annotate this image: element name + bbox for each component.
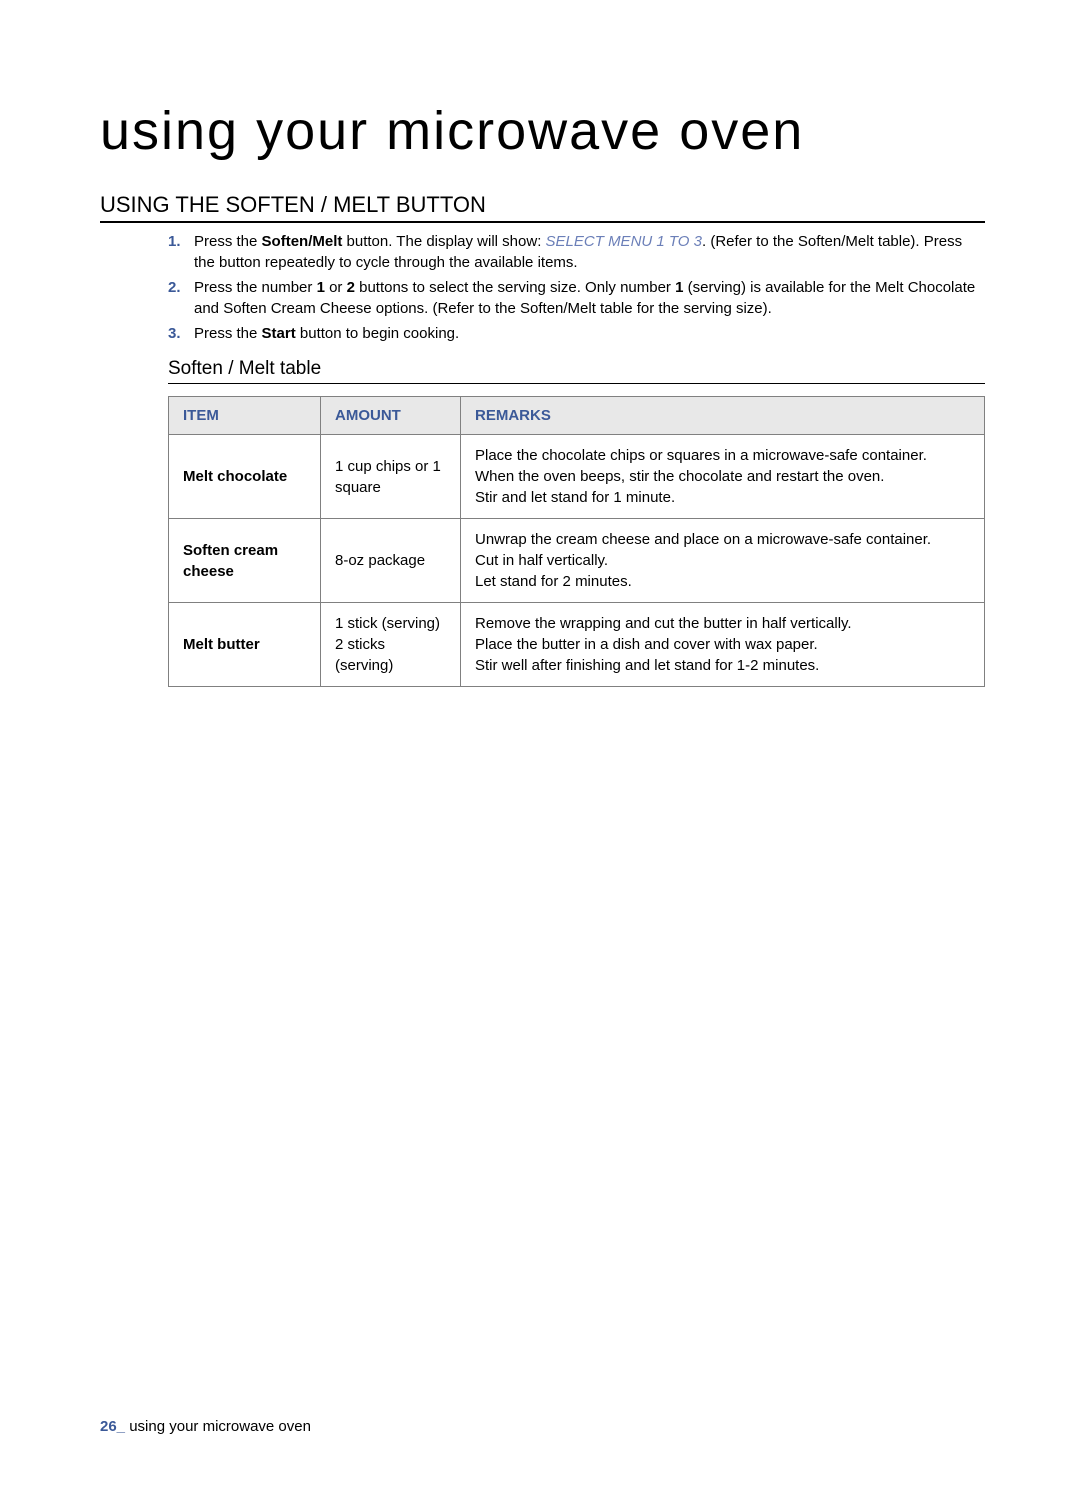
sub-heading: Soften / Melt table [168, 358, 985, 384]
table-row: Melt chocolate 1 cup chips or 1 square P… [169, 435, 985, 519]
table-cell-amount: 1 stick (serving)2 sticks (serving) [321, 603, 461, 687]
instruction-item: 3. Press the Start button to begin cooki… [168, 323, 985, 344]
soften-melt-table: ITEM AMOUNT REMARKS Melt chocolate 1 cup… [168, 396, 985, 687]
table-cell-remarks: Unwrap the cream cheese and place on a m… [461, 519, 985, 603]
text-segment: Press the [194, 233, 262, 250]
instruction-number: 2. [168, 277, 186, 319]
table-cell-amount: 1 cup chips or 1 square [321, 435, 461, 519]
table-header-amount: AMOUNT [321, 397, 461, 435]
text-bold: Start [262, 325, 296, 342]
table-header-item: ITEM [169, 397, 321, 435]
page-footer: 26_ using your microwave oven [100, 1418, 311, 1435]
text-segment: Press the [194, 325, 262, 342]
table-cell-item: Soften cream cheese [169, 519, 321, 603]
page-number: 26_ [100, 1418, 125, 1435]
section-heading: USING THE SOFTEN / MELT BUTTON [100, 192, 985, 223]
table-cell-amount: 8-oz package [321, 519, 461, 603]
footer-text: using your microwave oven [125, 1418, 311, 1435]
page-title: using your microwave oven [100, 100, 985, 162]
instructions-list: 1. Press the Soften/Melt button. The dis… [168, 231, 985, 344]
text-segment: button to begin cooking. [296, 325, 459, 342]
text-segment: buttons to select the serving size. Only… [355, 279, 675, 296]
table-cell-remarks: Remove the wrapping and cut the butter i… [461, 603, 985, 687]
text-segment: Press the number [194, 279, 317, 296]
instruction-text: Press the Start button to begin cooking. [194, 323, 985, 344]
text-segment: or [325, 279, 347, 296]
text-segment: button. The display will show: [342, 233, 545, 250]
table-header-remarks: REMARKS [461, 397, 985, 435]
instruction-item: 1. Press the Soften/Melt button. The dis… [168, 231, 985, 273]
table-cell-item: Melt chocolate [169, 435, 321, 519]
text-bold: 2 [347, 279, 355, 296]
table-row: Soften cream cheese 8-oz package Unwrap … [169, 519, 985, 603]
instruction-item: 2. Press the number 1 or 2 buttons to se… [168, 277, 985, 319]
text-bold: Soften/Melt [262, 233, 343, 250]
table-cell-item: Melt butter [169, 603, 321, 687]
table-cell-remarks: Place the chocolate chips or squares in … [461, 435, 985, 519]
table-row: Melt butter 1 stick (serving)2 sticks (s… [169, 603, 985, 687]
table-header-row: ITEM AMOUNT REMARKS [169, 397, 985, 435]
instruction-number: 1. [168, 231, 186, 273]
instruction-text: Press the Soften/Melt button. The displa… [194, 231, 985, 273]
text-italic: SELECT MENU 1 TO 3 [546, 233, 702, 250]
text-bold: 1 [317, 279, 325, 296]
instruction-text: Press the number 1 or 2 buttons to selec… [194, 277, 985, 319]
instruction-number: 3. [168, 323, 186, 344]
